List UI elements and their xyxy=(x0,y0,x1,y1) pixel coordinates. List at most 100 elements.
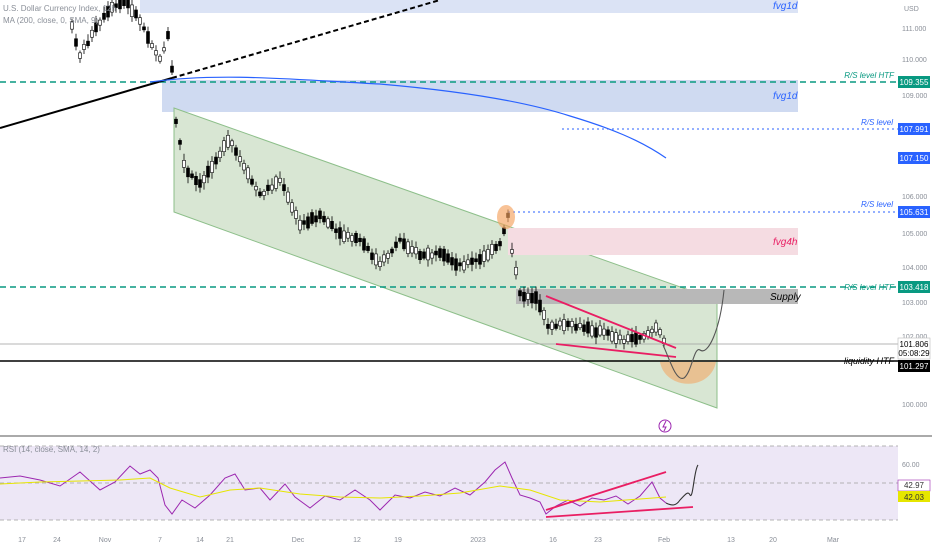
candle-body xyxy=(442,248,446,262)
candle-body xyxy=(82,44,86,50)
rsi-pane: RSI (14, close, SMA, 14, 2) xyxy=(0,445,898,521)
candle-body xyxy=(622,339,626,344)
price-tick-111: 111.000 xyxy=(902,26,926,33)
zone-label-supply: Supply xyxy=(770,292,802,303)
candle-body xyxy=(606,329,610,336)
candle-body xyxy=(258,191,262,197)
level-label-liquidity: liquidity HTF xyxy=(844,356,895,366)
lightning-icon[interactable] xyxy=(658,419,672,433)
candle-body xyxy=(634,332,638,345)
candle-body xyxy=(210,161,214,173)
uptrend-line-solid xyxy=(0,77,173,129)
candle-body xyxy=(114,3,118,8)
candle-body xyxy=(182,160,186,168)
candle-body xyxy=(430,252,434,259)
candle-body xyxy=(454,258,458,271)
current-price-countdown: 05:08:29 xyxy=(898,349,930,358)
candle-body xyxy=(334,228,338,233)
candle-body xyxy=(650,328,654,333)
highlight-top xyxy=(497,205,515,229)
candle-body xyxy=(438,248,442,258)
candle-body xyxy=(294,210,298,219)
candle-body xyxy=(586,321,590,334)
candle-body xyxy=(402,238,406,250)
rsi-ma-line xyxy=(0,477,667,503)
time-tick-2023: 2023 xyxy=(470,537,486,544)
candle-body xyxy=(242,163,246,171)
candle-body xyxy=(274,176,278,189)
candle-body xyxy=(418,251,422,260)
level-label-105-631: R/S level xyxy=(861,200,893,209)
candle-body xyxy=(374,253,378,266)
candle-body xyxy=(562,319,566,331)
price-tick-110: 110.000 xyxy=(902,57,927,64)
projected-path xyxy=(662,289,725,379)
time-tick-12: 12 xyxy=(353,537,361,544)
candle-body xyxy=(554,323,558,329)
badge-103-418 xyxy=(898,281,930,293)
time-tick-23: 23 xyxy=(594,537,602,544)
price-tick-104: 104.000 xyxy=(902,265,927,272)
candle-body xyxy=(530,293,534,304)
candle-body xyxy=(478,254,482,265)
level-label-109-355: R/S level HTF xyxy=(844,71,895,80)
candle-body xyxy=(138,17,142,25)
candle-body xyxy=(614,332,618,344)
ma-legend[interactable]: MA (200, close, 0, SMA, 9) xyxy=(3,16,98,25)
candle-body xyxy=(250,178,254,185)
candle-body xyxy=(518,290,522,297)
candle-body xyxy=(70,21,74,30)
candle-body xyxy=(646,330,650,337)
candle-body xyxy=(238,156,242,163)
candle-body xyxy=(282,184,286,192)
candle-body xyxy=(654,322,658,333)
badge-liquidity xyxy=(898,360,930,372)
candle-body xyxy=(218,150,222,159)
candle-body xyxy=(578,323,582,329)
zone-label-fvg4h: fvg4h xyxy=(773,237,798,248)
price-axis[interactable]: USD 111.000 110.000 109.000 106.000 105.… xyxy=(897,6,931,502)
candle-body xyxy=(470,257,474,265)
candle-body xyxy=(390,248,394,254)
rsi-value-text: 42.97 xyxy=(904,481,925,490)
candle-body xyxy=(190,173,194,178)
time-tick-13: 13 xyxy=(727,537,735,544)
candle-body xyxy=(630,334,634,343)
candle-body xyxy=(322,215,326,223)
candle-body xyxy=(450,257,454,266)
candle-body xyxy=(358,237,362,243)
uptrend-line-dashed xyxy=(171,0,441,79)
badge-text-ma: 107.150 xyxy=(900,154,929,163)
candle-body xyxy=(170,65,174,73)
candle-body xyxy=(498,241,502,247)
symbol-title[interactable]: U.S. Dollar Currency Index, 12h xyxy=(3,4,116,13)
candle-body xyxy=(526,292,530,300)
axis-currency: USD xyxy=(904,6,919,13)
candle-body xyxy=(214,156,218,165)
candle-body xyxy=(338,227,342,239)
candle-body xyxy=(434,250,438,256)
levels-layer xyxy=(0,81,898,362)
rsi-legend[interactable]: RSI (14, close, SMA, 14, 2) xyxy=(3,445,100,454)
candle-body xyxy=(134,9,138,19)
rsi-divergence-lower xyxy=(545,506,694,518)
candle-body xyxy=(270,184,274,191)
candle-body xyxy=(178,140,182,145)
zone-label-fvg1d-top: fvg1d xyxy=(773,1,798,12)
candle-body xyxy=(550,321,554,330)
time-axis[interactable]: 17 24 Nov 7 14 21 Dec 12 19 2023 16 23 F… xyxy=(18,537,840,544)
badge-109-355 xyxy=(898,76,930,88)
candle-body xyxy=(362,238,366,251)
candle-body xyxy=(398,237,402,242)
rsi-projected-path xyxy=(665,464,699,506)
price-tick-103: 103.000 xyxy=(902,300,927,307)
candle-body xyxy=(106,5,110,18)
candle-body xyxy=(546,323,550,329)
time-tick-feb: Feb xyxy=(658,537,670,544)
candle-body xyxy=(534,291,538,304)
candle-body xyxy=(78,52,82,59)
ma-200-line xyxy=(149,76,667,159)
badge-current-price xyxy=(897,337,931,360)
